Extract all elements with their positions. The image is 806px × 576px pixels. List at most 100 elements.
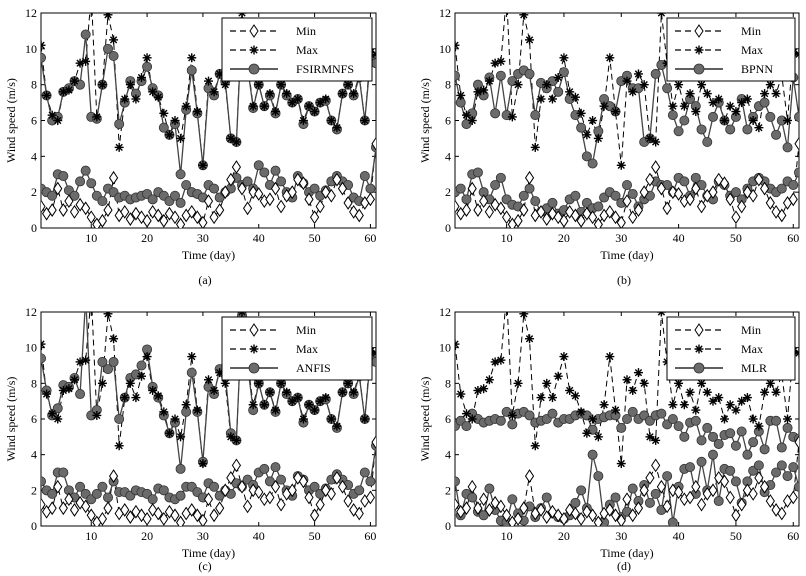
max-point	[565, 87, 575, 97]
max-point-stroke	[737, 98, 746, 107]
max-point	[633, 69, 643, 79]
legend-label: ANFIS	[296, 361, 331, 375]
model-upper-point	[725, 124, 736, 135]
min-point	[187, 204, 197, 219]
max-point-stroke	[732, 406, 740, 414]
max-point-stroke	[81, 57, 90, 66]
max-point	[349, 387, 359, 397]
max-point-stroke	[143, 352, 151, 361]
max-point	[153, 92, 163, 102]
legend-min-marker	[249, 323, 259, 337]
max-point	[639, 378, 649, 388]
max-point-stroke	[660, 312, 666, 316]
max-point	[131, 393, 141, 403]
max-point	[588, 116, 598, 125]
max-point-stroke	[372, 50, 376, 56]
max-point	[81, 56, 91, 66]
max-point	[220, 80, 230, 90]
max-point-stroke	[455, 343, 459, 348]
x-tick-label: 10	[501, 529, 513, 543]
min-point	[576, 511, 586, 526]
model-upper-point	[103, 43, 114, 54]
model-upper-point	[501, 406, 512, 417]
max-point-stroke	[565, 88, 574, 96]
max-point-stroke	[629, 386, 637, 395]
min-point	[737, 199, 747, 214]
max-point-stroke	[720, 415, 729, 423]
max-point-stroke	[255, 80, 263, 89]
min-point	[209, 210, 219, 225]
max-point-stroke	[634, 368, 643, 377]
max-point	[315, 98, 325, 108]
x-tick-label: 40	[253, 529, 265, 543]
y-tick-label: 12	[439, 6, 451, 20]
min-point	[685, 490, 695, 505]
max-point-stroke	[697, 80, 706, 89]
min-point	[170, 210, 180, 225]
max-point-stroke	[623, 77, 631, 85]
max-point-stroke	[54, 116, 62, 125]
min-point	[120, 204, 130, 219]
y-tick-label: 8	[31, 78, 37, 92]
max-point-stroke	[171, 116, 179, 125]
max-point-stroke	[282, 388, 291, 396]
model-lower-point	[685, 462, 696, 473]
max-point-stroke	[548, 393, 557, 402]
model-upper-point	[81, 293, 90, 302]
y-tick-label: 6	[445, 412, 451, 426]
plot-area	[41, 293, 376, 526]
max-point	[170, 116, 180, 125]
max-point-stroke	[651, 436, 660, 445]
max-point	[771, 89, 781, 99]
min-point	[226, 172, 236, 187]
max-point	[198, 160, 208, 170]
max-point-stroke	[749, 415, 757, 423]
max-point	[187, 352, 197, 362]
max-point-stroke	[560, 54, 568, 62]
max-point-stroke	[646, 134, 654, 143]
model-lower-point	[679, 176, 690, 187]
model-upper-point	[679, 431, 690, 442]
model-lower-point	[58, 171, 69, 182]
max-point	[310, 107, 320, 117]
legend-label: BPNN	[741, 62, 773, 76]
model-lower-point	[80, 165, 91, 176]
min-point	[265, 192, 275, 207]
max-point-stroke	[361, 415, 369, 423]
model-upper-point	[547, 76, 558, 87]
max-point-stroke	[520, 312, 527, 318]
max-point	[360, 116, 370, 125]
max-point	[697, 80, 707, 90]
min-point	[759, 479, 770, 494]
max-point-stroke	[594, 134, 603, 143]
min-point	[731, 210, 741, 225]
min-point	[198, 513, 208, 526]
min-point	[645, 470, 655, 485]
max-point-stroke	[479, 86, 488, 94]
max-point-stroke	[703, 388, 711, 396]
max-point-stroke	[695, 345, 703, 353]
max-point-stroke	[204, 376, 213, 384]
max-point-stroke	[188, 54, 196, 62]
max-point	[192, 107, 202, 117]
model-upper-point	[776, 442, 787, 453]
min-point	[496, 499, 506, 514]
min-point	[542, 212, 552, 226]
model-lower-point	[259, 463, 270, 474]
max-point-stroke	[221, 80, 229, 89]
max-point	[332, 123, 342, 133]
max-point-stroke	[766, 379, 775, 388]
max-point	[674, 80, 684, 90]
model-lower-point	[461, 194, 472, 205]
max-point-stroke	[288, 98, 296, 107]
max-point-stroke	[132, 95, 140, 103]
model-upper-point	[175, 463, 186, 474]
max-point-stroke	[199, 161, 207, 169]
max-point	[536, 94, 546, 104]
model-lower-point	[169, 190, 180, 201]
min-point	[315, 497, 325, 512]
max-point-stroke	[54, 415, 62, 423]
max-point-stroke	[726, 102, 734, 110]
max-point	[164, 130, 174, 140]
max-point	[783, 116, 793, 125]
